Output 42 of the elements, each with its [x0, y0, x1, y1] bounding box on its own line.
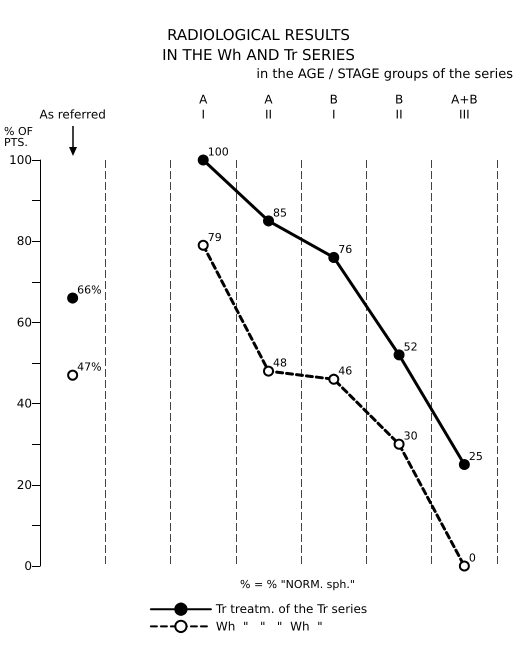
data-label: 25 — [468, 450, 483, 463]
x-tick-label: A I — [199, 92, 208, 122]
point — [394, 349, 405, 360]
point — [263, 366, 274, 377]
y-tick-label: 100 — [9, 153, 32, 167]
data-label: 85 — [273, 206, 287, 220]
x-tick-label: B I — [330, 92, 338, 122]
point — [67, 370, 78, 381]
data-label: 79 — [208, 230, 222, 244]
legend-label: Tr treatm. of the Tr series — [214, 602, 368, 616]
data-label: 47% — [77, 360, 102, 374]
point — [198, 154, 209, 166]
point — [263, 215, 274, 226]
text: % = % "NORM. sph." — [240, 578, 355, 591]
data-label: 52 — [404, 340, 418, 354]
point — [328, 252, 340, 263]
data-label: 66% — [77, 284, 102, 297]
x-tick-label: A II — [264, 92, 274, 122]
point — [328, 374, 340, 385]
data-label: 48 — [273, 356, 287, 370]
point — [394, 438, 405, 450]
point — [458, 560, 470, 572]
point — [67, 292, 78, 304]
point — [458, 459, 470, 470]
data-label: 0 — [468, 552, 476, 564]
y-tick-label: 60 — [16, 315, 32, 330]
y-tick-label: 80 — [16, 234, 32, 248]
legend-label: Wh " " " Wh " — [216, 619, 323, 634]
y-tick-label: 40 — [16, 396, 32, 411]
data-label: 76 — [338, 242, 352, 256]
y-axis-title: % OF PTS. — [4, 125, 33, 149]
y-tick-label: 20 — [16, 478, 32, 492]
chart-title: RADIOLOGICAL RESULTS IN THE Wh AND Tr SERIES — [162, 26, 355, 64]
x-tick-label: As referred — [39, 108, 106, 122]
data-label: 100 — [208, 146, 229, 158]
x-tick-label: B II — [394, 92, 404, 122]
x-tick-label: A+B III — [451, 92, 478, 122]
data-label: 30 — [404, 430, 418, 443]
point — [198, 240, 209, 251]
text: in the AGE / STAGE groups of the series — [256, 67, 514, 82]
y-tick-label: 0 — [24, 559, 32, 573]
data-label: 46 — [338, 364, 352, 378]
